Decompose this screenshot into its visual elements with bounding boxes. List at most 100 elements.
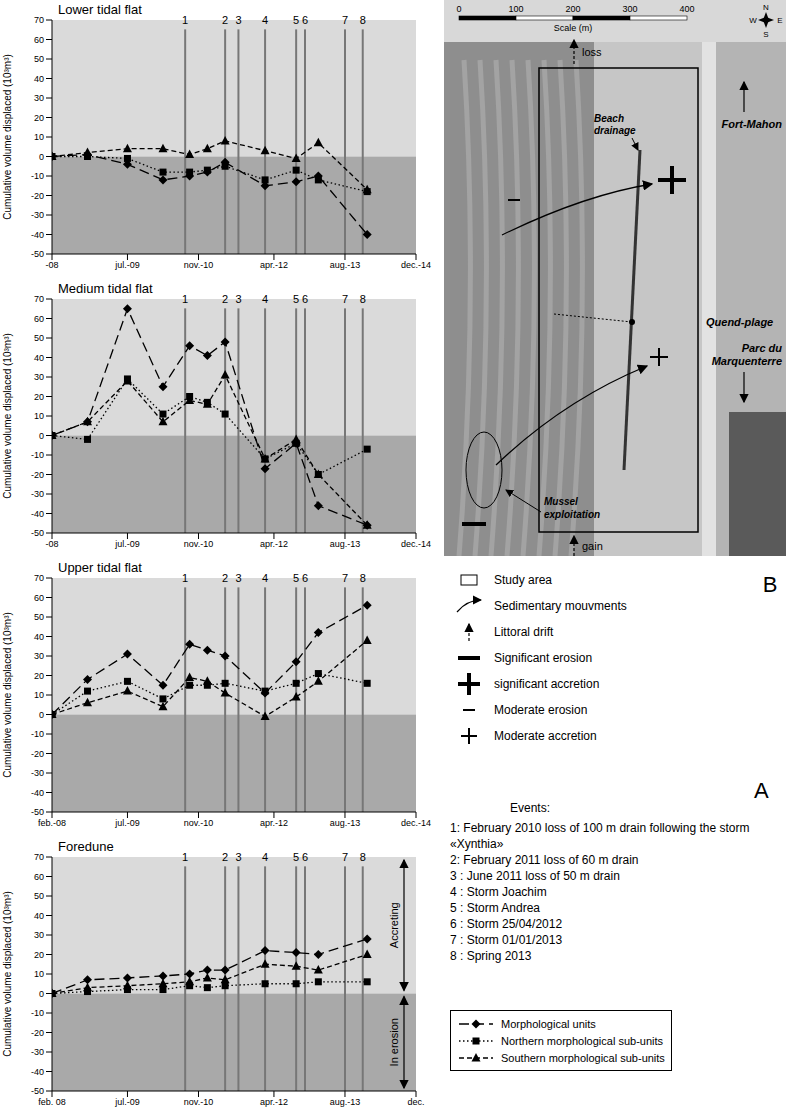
svg-text:6: 6	[302, 851, 308, 863]
svg-text:70: 70	[34, 15, 44, 25]
svg-text:W: W	[749, 16, 757, 25]
svg-text:4: 4	[262, 293, 268, 305]
svg-text:aug.-13: aug.-13	[330, 1097, 361, 1107]
svg-text:50: 50	[34, 54, 44, 64]
svg-text:0: 0	[39, 989, 44, 999]
svg-text:Quend-plage: Quend-plage	[706, 316, 773, 328]
svg-text:7: 7	[342, 14, 348, 26]
svg-text:7: 7	[342, 572, 348, 584]
svg-text:60: 60	[34, 314, 44, 324]
svg-text:7: 7	[342, 851, 348, 863]
svg-text:Study area: Study area	[494, 573, 552, 587]
svg-text:nov.-10: nov.-10	[184, 539, 213, 549]
svg-text:-20: -20	[31, 1028, 44, 1038]
svg-text:20: 20	[34, 392, 44, 402]
svg-text:apr.-12: apr.-12	[260, 1097, 288, 1107]
svg-text:30: 30	[34, 93, 44, 103]
svg-text:30: 30	[34, 651, 44, 661]
svg-text:jul.-09: jul.-09	[114, 260, 140, 270]
svg-text:2: 2	[222, 293, 228, 305]
svg-text:-10: -10	[31, 729, 44, 739]
svg-text:10: 10	[34, 690, 44, 700]
svg-text:300: 300	[622, 4, 637, 14]
svg-text:1: 1	[182, 851, 188, 863]
svg-text:-30: -30	[31, 1047, 44, 1057]
svg-text:Cumulative volume displaced (1: Cumulative volume displaced (10³m³)	[2, 54, 13, 220]
svg-text:significant accretion: significant accretion	[494, 677, 599, 691]
svg-text:50: 50	[34, 891, 44, 901]
svg-text:aug.-13: aug.-13	[330, 818, 361, 828]
svg-text:2: 2	[222, 14, 228, 26]
svg-text:apr.-12: apr.-12	[260, 260, 288, 270]
svg-text:dec.: dec.	[407, 1097, 424, 1107]
svg-text:Moderate accretion: Moderate accretion	[494, 729, 597, 743]
svg-text:Scale (m): Scale (m)	[554, 23, 593, 33]
svg-text:20: 20	[34, 671, 44, 681]
svg-text:5: 5	[293, 851, 299, 863]
svg-text:7: 7	[342, 293, 348, 305]
svg-text:-50: -50	[31, 1086, 44, 1096]
svg-text:3: 3	[235, 293, 241, 305]
svg-text:Accreting: Accreting	[388, 902, 400, 948]
svg-text:60: 60	[34, 872, 44, 882]
svg-text:S: S	[763, 30, 768, 39]
svg-text:drainage: drainage	[594, 125, 636, 136]
svg-text:60: 60	[34, 593, 44, 603]
svg-text:40: 40	[34, 353, 44, 363]
svg-text:nov.-10: nov.-10	[184, 1097, 213, 1107]
svg-text:70: 70	[34, 573, 44, 583]
svg-text:8: 8	[360, 14, 366, 26]
svg-text:B: B	[763, 572, 778, 597]
svg-text:nov.-10: nov.-10	[184, 260, 213, 270]
svg-text:Fort-Mahon: Fort-Mahon	[722, 118, 783, 130]
svg-text:5: 5	[293, 14, 299, 26]
svg-text:apr.-12: apr.-12	[260, 539, 288, 549]
svg-text:-08: -08	[45, 260, 58, 270]
svg-text:N: N	[763, 3, 769, 12]
svg-text:60: 60	[34, 35, 44, 45]
svg-text:0: 0	[39, 431, 44, 441]
svg-text:feb. 08: feb. 08	[38, 1097, 66, 1107]
svg-text:0: 0	[456, 4, 461, 14]
svg-text:dec.-14: dec.-14	[401, 818, 431, 828]
svg-text:jul.-09: jul.-09	[114, 1097, 140, 1107]
svg-text:loss: loss	[582, 46, 602, 58]
svg-text:jul.-09: jul.-09	[114, 818, 140, 828]
svg-text:40: 40	[34, 632, 44, 642]
svg-text:In erosion: In erosion	[388, 1018, 400, 1066]
svg-text:40: 40	[34, 74, 44, 84]
svg-text:8: 8	[360, 572, 366, 584]
svg-text:Mussel: Mussel	[544, 496, 578, 507]
svg-text:2: 2	[222, 851, 228, 863]
svg-text:-40: -40	[31, 788, 44, 798]
svg-text:Beach: Beach	[594, 113, 624, 124]
svg-text:-10: -10	[31, 450, 44, 460]
svg-text:-40: -40	[31, 1067, 44, 1077]
svg-text:Littoral drift: Littoral drift	[494, 625, 554, 639]
svg-text:70: 70	[34, 852, 44, 862]
svg-text:-20: -20	[31, 191, 44, 201]
svg-text:20: 20	[34, 113, 44, 123]
svg-text:Significant erosion: Significant erosion	[494, 651, 592, 665]
svg-text:Marquenterre: Marquenterre	[712, 355, 782, 367]
svg-text:6: 6	[302, 14, 308, 26]
svg-text:Cumulative volume displaced (1: Cumulative volume displaced (10³m³)	[2, 333, 13, 499]
svg-text:-30: -30	[31, 489, 44, 499]
svg-text:2: 2	[222, 572, 228, 584]
svg-text:6: 6	[302, 293, 308, 305]
svg-text:nov.-10: nov.-10	[184, 818, 213, 828]
svg-text:30: 30	[34, 930, 44, 940]
svg-text:Cumulative volume displaced (1: Cumulative volume displaced (10³m³)	[2, 612, 13, 778]
svg-text:Moderate erosion: Moderate erosion	[494, 703, 587, 717]
svg-text:400: 400	[679, 4, 694, 14]
svg-text:0: 0	[39, 710, 44, 720]
svg-text:gain: gain	[582, 540, 603, 552]
svg-text:8: 8	[360, 851, 366, 863]
svg-text:1: 1	[182, 14, 188, 26]
svg-text:200: 200	[565, 4, 580, 14]
svg-text:jul.-09: jul.-09	[114, 539, 140, 549]
svg-text:4: 4	[262, 851, 268, 863]
svg-text:Cumulative volume displaced (1: Cumulative volume displaced (10³m³)	[2, 891, 13, 1057]
svg-text:0: 0	[39, 152, 44, 162]
svg-text:exploitation: exploitation	[544, 509, 600, 520]
